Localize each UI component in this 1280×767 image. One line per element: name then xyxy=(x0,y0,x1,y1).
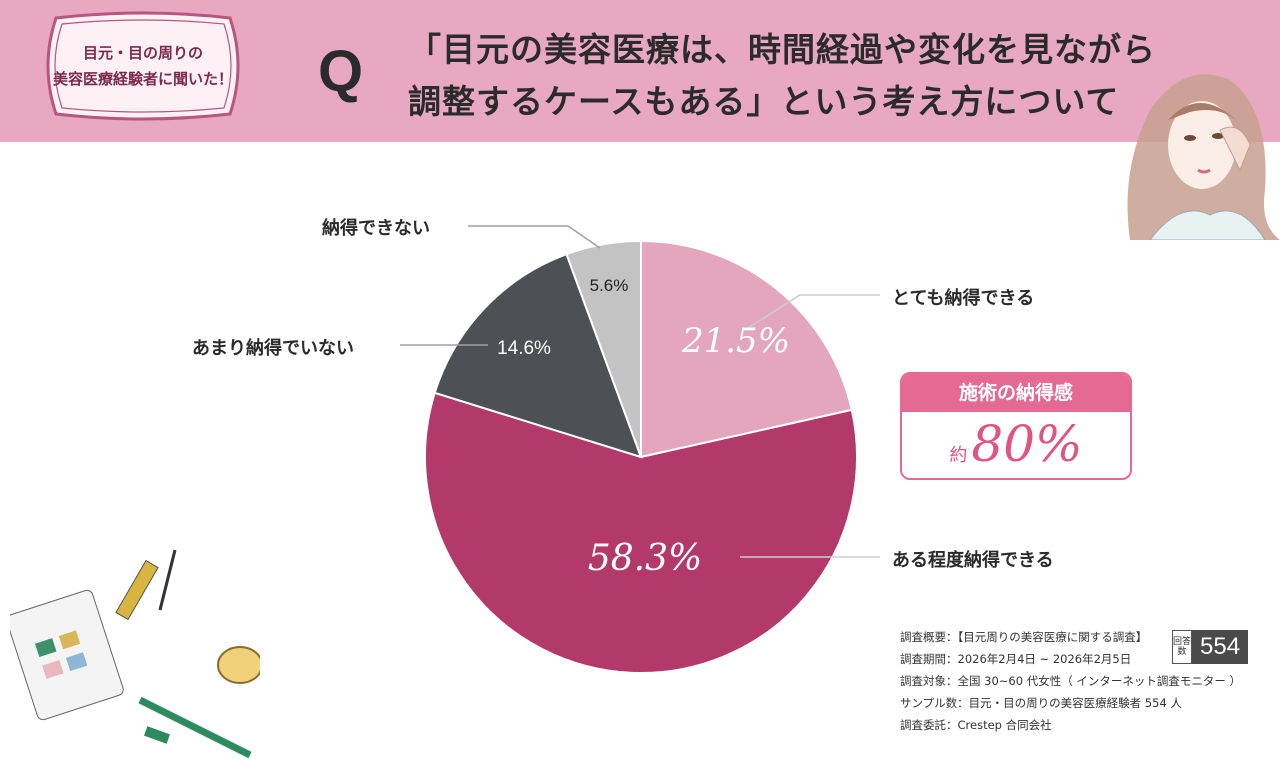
survey-line-contractor: 調査委託：Crestep 合同会社 xyxy=(900,718,1052,732)
callout-value: 80% xyxy=(971,415,1083,473)
question-title-line-2: 調整するケースもある」という考え方について xyxy=(408,82,1120,121)
woman-illustration-icon xyxy=(1127,74,1280,240)
badge-line-2: 美容医療経験者に聞いた！ xyxy=(52,70,233,88)
callout-prefix: 約 xyxy=(949,445,968,466)
pie-slice-very-convinced xyxy=(640,239,853,459)
survey-line-period: 調査期間：2026年2月4日 ~ 2026年2月5日 xyxy=(900,652,1132,666)
satisfaction-callout: 施術の納得感 約80% xyxy=(900,372,1132,480)
survey-badge: 目元・目の周りの 美容医療経験者に聞いた！ xyxy=(36,10,250,122)
value-label-not-convinced: 5.6% xyxy=(590,276,629,295)
pie-slice-not-convinced xyxy=(565,239,642,458)
category-label-not-very-convinced: あまり納得でいない xyxy=(192,338,354,359)
pie-slice-not-very-convinced xyxy=(433,252,643,459)
survey-details: 調査概要：【目元周りの美容医療に関する調査】 調査期間：2026年2月4日 ~ … xyxy=(900,626,1241,736)
leader-line-very-convinced xyxy=(744,294,880,331)
value-label-not-very-convinced: 14.6% xyxy=(497,338,551,359)
survey-line-overview: 調査概要：【目元周りの美容医療に関する調査】 xyxy=(900,630,1148,644)
leader-line-not-convinced xyxy=(468,225,601,249)
question-mark: Q xyxy=(318,39,364,104)
badge-frame-icon xyxy=(46,11,240,121)
pie-slice-somewhat-convinced xyxy=(424,391,858,674)
value-label-very-convinced: 21.5% xyxy=(681,321,790,361)
category-label-not-convinced: 納得できない xyxy=(322,218,430,239)
respondent-count: 回答数 554 xyxy=(1172,630,1249,664)
callout-heading: 施術の納得感 xyxy=(902,374,1130,412)
category-label-very-convinced: とても納得できる xyxy=(892,288,1035,309)
survey-line-target: 調査対象：全国 30~60 代女性（ インターネット調査モニター ） xyxy=(900,674,1242,688)
question-title: 「目元の美容医療は、時間経過や変化を見ながら 調整するケースもある」という考え方… xyxy=(408,24,1156,128)
respondent-count-label: 回答数 xyxy=(1172,630,1192,664)
category-label-somewhat-convinced: ある程度納得できる xyxy=(892,550,1054,571)
value-label-somewhat-convinced: 58.3% xyxy=(588,538,702,579)
badge-line-1: 目元・目の周りの xyxy=(82,44,203,62)
respondent-count-value: 554 xyxy=(1192,630,1249,664)
survey-line-sample: サンプル数：目元・目の周りの美容医療経験者 554 人 xyxy=(900,696,1182,710)
header-banner: 目元・目の周りの 美容医療経験者に聞いた！ Q 「目元の美容医療は、時間経過や変… xyxy=(0,0,1280,142)
question-title-line-1: 「目元の美容医療は、時間経過や変化を見ながら xyxy=(408,30,1156,69)
makeup-illustration-icon xyxy=(10,549,260,759)
